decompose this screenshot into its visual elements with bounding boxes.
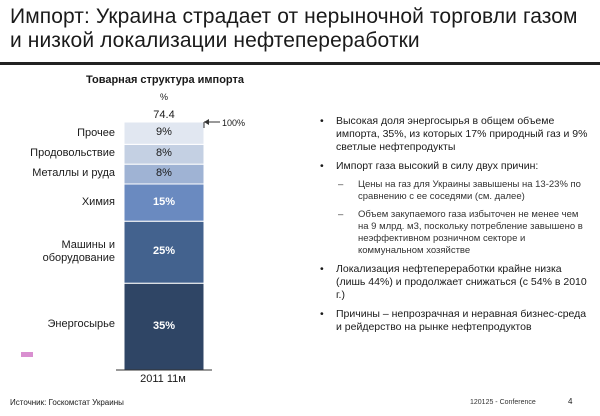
total-value-label: 74.4 — [153, 109, 175, 121]
category-label-machines-line2: оборудование — [42, 252, 115, 264]
source-note: Источник: Госкомстат Украины — [10, 398, 124, 407]
footer-conference: 120125 - Conference — [470, 399, 536, 406]
slide-title: Импорт: Украина страдает от нерыночной т… — [10, 5, 578, 52]
x-axis-category-label: 2011 11м — [140, 373, 186, 385]
bullet-icon: • — [320, 308, 324, 320]
bullet-item: • Причины – непрозрачная и неравная бизн… — [318, 308, 590, 334]
bar-segment-value-label: 8% — [156, 147, 172, 160]
bullet-text: Импорт газа высокий в силу двух причин: — [336, 160, 539, 172]
legend-marker — [21, 352, 33, 357]
reference-arrow-icon — [204, 119, 209, 125]
sub-bullet-text: Объем закупаемого газа избыточен не мене… — [358, 209, 583, 256]
unit-label: % — [159, 92, 168, 102]
title-divider — [0, 62, 600, 65]
category-label-machines: Машины и оборудование — [20, 239, 115, 265]
bar-segment-value-label: 25% — [152, 245, 176, 258]
category-label-chemistry: Химия — [81, 196, 115, 208]
bullet-item: • Импорт газа высокий в силу двух причин… — [318, 160, 590, 173]
bar-segment-2 — [123, 183, 205, 222]
bullet-text: Причины – непрозрачная и неравная бизнес… — [336, 308, 587, 333]
page-number: 4 — [568, 397, 573, 406]
dash-icon: – — [338, 209, 344, 220]
category-label-energy: Энергосырье — [47, 318, 115, 330]
sub-bullet-text: Цены на газ для Украины завышены на 13-2… — [358, 179, 581, 202]
bar-segment-value-label: 9% — [156, 126, 172, 139]
category-label-machines-line1: Машины и — [61, 239, 115, 251]
bullet-icon: • — [320, 263, 324, 275]
bullet-icon: • — [320, 160, 324, 172]
bullet-item: • Локализация нефтепереработки крайне ни… — [318, 263, 590, 302]
category-label-other: Прочее — [77, 127, 115, 139]
bar-segment-value-label: 15% — [152, 195, 176, 208]
bar-segment-value-label: 35% — [152, 319, 176, 332]
bullet-item: • Высокая доля энергосырья в общем объем… — [318, 115, 590, 154]
bullet-text: Локализация нефтепереработки крайне низк… — [336, 263, 587, 301]
bar-segment-value-label: 8% — [156, 167, 172, 180]
reference-label: 100% — [222, 118, 246, 128]
category-label-metals: Металлы и руда — [32, 167, 115, 179]
category-label-food: Продовольствие — [30, 147, 115, 159]
bar-segment-5 — [123, 121, 205, 145]
sub-bullet-item: – Цены на газ для Украины завышены на 13… — [336, 179, 590, 203]
dash-icon: – — [338, 179, 344, 190]
bullet-icon: • — [320, 115, 324, 127]
bullet-list: • Высокая доля энергосырья в общем объем… — [318, 115, 590, 340]
chart-title: Товарная структура импорта — [85, 74, 244, 86]
bar-segment-1 — [123, 220, 205, 284]
sub-bullet-item: – Объем закупаемого газа избыточен не ме… — [336, 209, 590, 257]
bullet-text: Высокая доля энергосырья в общем объеме … — [336, 115, 588, 153]
